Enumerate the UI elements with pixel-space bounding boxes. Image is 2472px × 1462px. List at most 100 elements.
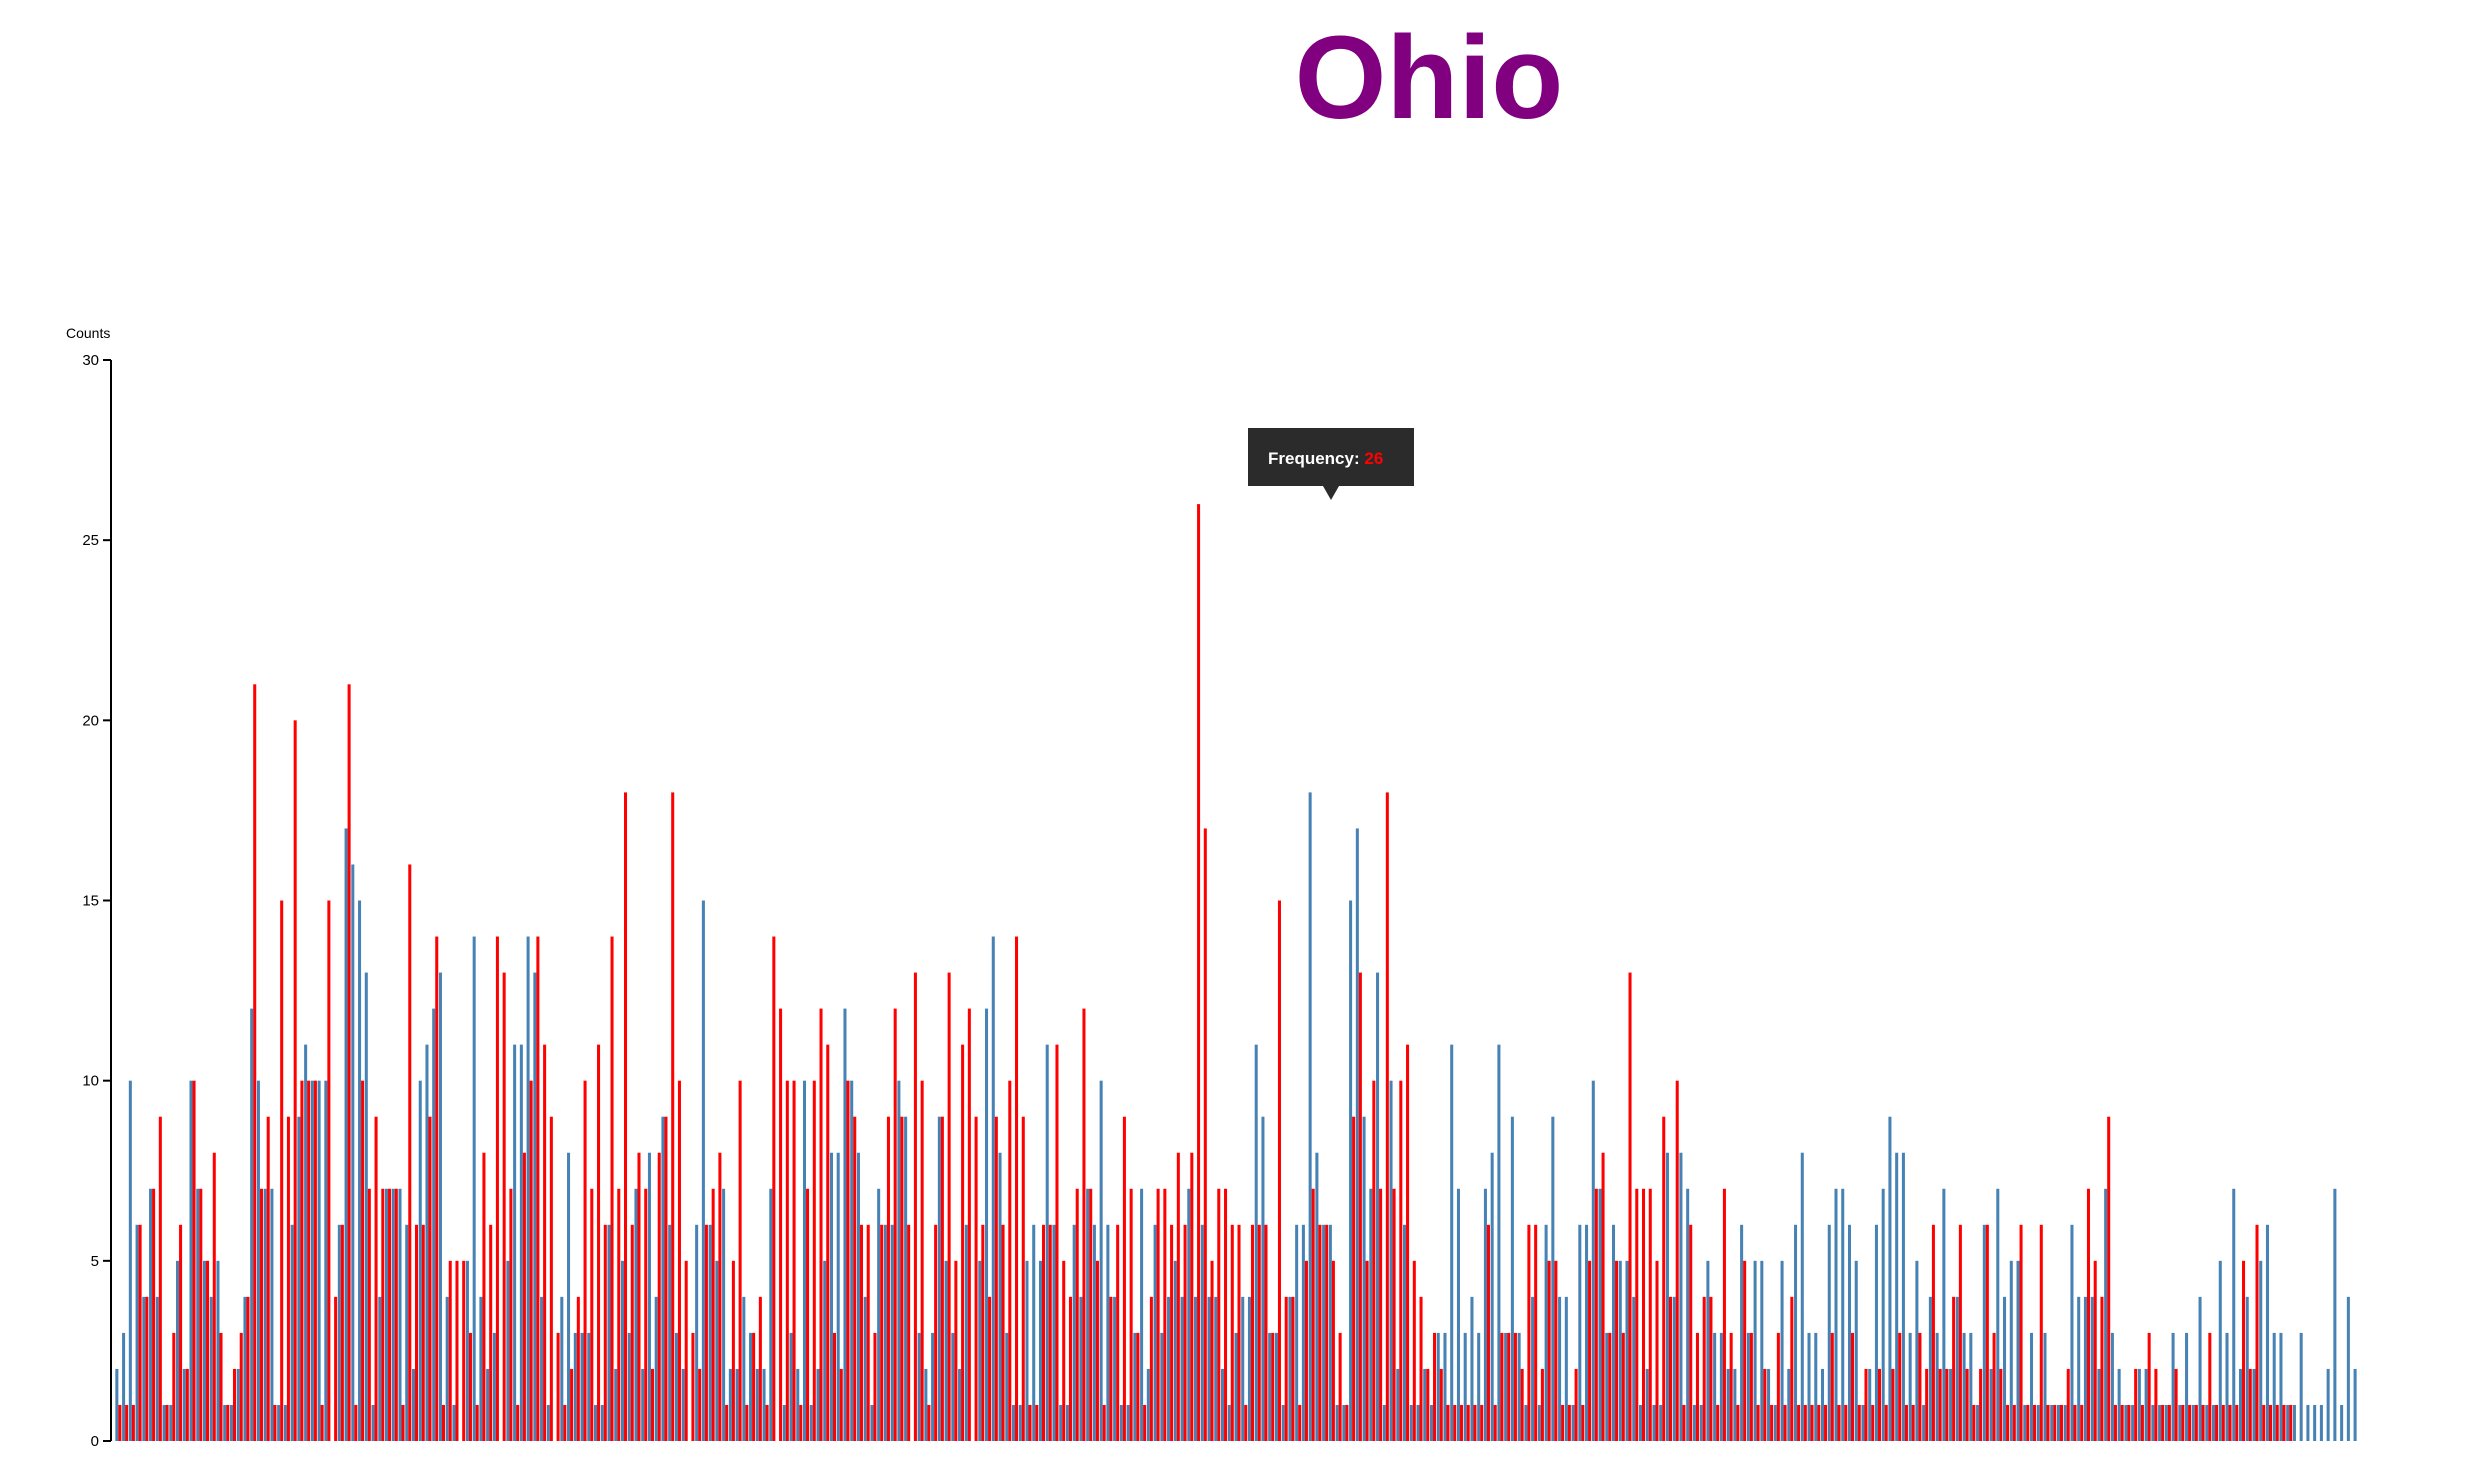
bar-series-b[interactable] [2059,1404,2064,1441]
bar-series-a[interactable] [742,1296,746,1441]
bar-series-a[interactable] [297,1116,301,1441]
bar-series-b[interactable] [489,1224,493,1441]
bar-series-b[interactable] [1763,1368,1767,1441]
bar-series-a[interactable] [1605,1332,1609,1441]
bar-series-b[interactable] [940,1116,944,1441]
bar-series-b[interactable] [2289,1404,2293,1441]
bar-series-a[interactable] [438,972,442,1441]
bar-series-a[interactable] [850,1080,854,1441]
bar-series-b[interactable] [2208,1332,2212,1441]
bar-series-a[interactable] [1753,1260,1757,1441]
bar-series-b[interactable] [401,1404,405,1441]
bar-series-a[interactable] [371,1404,375,1441]
bar-series-a[interactable] [2306,1404,2310,1441]
bar-series-b[interactable] [1237,1224,1241,1441]
bar-series-b[interactable] [1790,1296,1794,1441]
bar-series-b[interactable] [266,1116,270,1441]
bar-series-b[interactable] [1089,1188,1093,1441]
bar-series-b[interactable] [1635,1188,1639,1441]
bar-series-b[interactable] [1116,1224,1120,1441]
bar-series-a[interactable] [1200,1224,1204,1441]
bar-series-b[interactable] [2262,1404,2266,1441]
bar-series-a[interactable] [1874,1224,1878,1441]
bar-series-a[interactable] [2279,1332,2283,1441]
bar-series-b[interactable] [1406,1044,1410,1441]
bar-series-a[interactable] [1787,1368,1791,1441]
bar-series-a[interactable] [1308,792,1312,1441]
bar-series-b[interactable] [1244,1404,1248,1441]
bar-series-a[interactable] [1665,1152,1669,1441]
bar-series-a[interactable] [607,1224,611,1441]
bar-series-a[interactable] [883,1224,887,1441]
bar-series-b[interactable] [1250,1224,1255,1441]
bar-series-a[interactable] [1922,1404,1926,1441]
bar-series-a[interactable] [2090,1296,2094,1441]
bar-series-a[interactable] [1247,1296,1251,1441]
bar-series-b[interactable] [2194,1404,2198,1441]
bar-series-b[interactable] [462,1260,466,1441]
bar-series-b[interactable] [259,1188,263,1441]
bar-series-a[interactable] [2104,1188,2108,1441]
bar-series-a[interactable] [283,1404,287,1441]
bar-series-b[interactable] [920,1080,924,1441]
bar-series-a[interactable] [931,1332,935,1441]
bar-series-a[interactable] [614,1368,618,1441]
bar-series-a[interactable] [1915,1260,1919,1441]
bar-series-a[interactable] [1153,1224,1157,1441]
bar-series-a[interactable] [978,1260,982,1441]
bar-series-a[interactable] [1180,1296,1184,1441]
bar-series-b[interactable] [1702,1296,1706,1441]
bar-series-a[interactable] [2151,1404,2155,1441]
bar-series-b[interactable] [927,1404,931,1441]
bar-series-b[interactable] [1810,1404,1814,1441]
bar-series-a[interactable] [317,1080,321,1441]
bar-series-b[interactable] [785,1080,789,1441]
bar-series-a[interactable] [149,1188,153,1441]
bar-series-b[interactable] [671,792,675,1441]
bar-series-b[interactable] [961,1044,965,1441]
bar-series-a[interactable] [1760,1260,1764,1441]
bar-series-a[interactable] [2333,1188,2337,1441]
bar-series-b[interactable] [1203,828,1207,1441]
bar-series-b[interactable] [347,684,351,1441]
bar-series-a[interactable] [829,1152,833,1441]
bar-series-a[interactable] [1423,1368,1427,1441]
bar-series-b[interactable] [691,1332,695,1441]
bar-series-a[interactable] [654,1296,658,1441]
bar-series-b[interactable] [1898,1332,1902,1441]
bar-series-a[interactable] [1059,1404,1063,1441]
bar-series-b[interactable] [1736,1404,1740,1441]
bar-series-a[interactable] [2198,1296,2202,1441]
bar-series-a[interactable] [1045,1044,1049,1441]
bar-series-a[interactable] [809,1404,813,1441]
bar-series-a[interactable] [1187,1188,1191,1441]
bar-series-b[interactable] [1217,1188,1221,1441]
bar-series-a[interactable] [2171,1332,2175,1441]
bar-series-b[interactable] [1298,1404,1302,1441]
bar-series-b[interactable] [340,1224,344,1441]
bar-series-a[interactable] [1773,1404,1777,1441]
bar-series-b[interactable] [1965,1368,1969,1441]
bar-series-b[interactable] [1500,1332,1504,1441]
bar-series-b[interactable] [226,1404,230,1441]
bar-series-a[interactable] [2319,1404,2323,1441]
bar-series-a[interactable] [223,1404,227,1441]
bar-series-b[interactable] [1689,1224,1693,1441]
bar-series-b[interactable] [1628,972,1632,1441]
bar-series-b[interactable] [1884,1404,1888,1441]
bar-series-a[interactable] [492,1332,496,1441]
bar-series-a[interactable] [1854,1260,1858,1441]
bar-series-b[interactable] [590,1188,594,1441]
bar-series-a[interactable] [816,1368,820,1441]
bar-series-a[interactable] [863,1296,867,1441]
bar-series-b[interactable] [583,1080,587,1441]
bar-series-a[interactable] [540,1296,544,1441]
bar-series-a[interactable] [2313,1404,2317,1441]
bar-series-a[interactable] [1767,1368,1771,1441]
bar-series-b[interactable] [1857,1404,1861,1441]
bar-series-b[interactable] [131,1404,135,1441]
bar-series-b[interactable] [1015,936,1019,1441]
bar-series-b[interactable] [900,1116,904,1441]
bar-series-a[interactable] [304,1044,308,1441]
bar-series-a[interactable] [1369,1188,1373,1441]
